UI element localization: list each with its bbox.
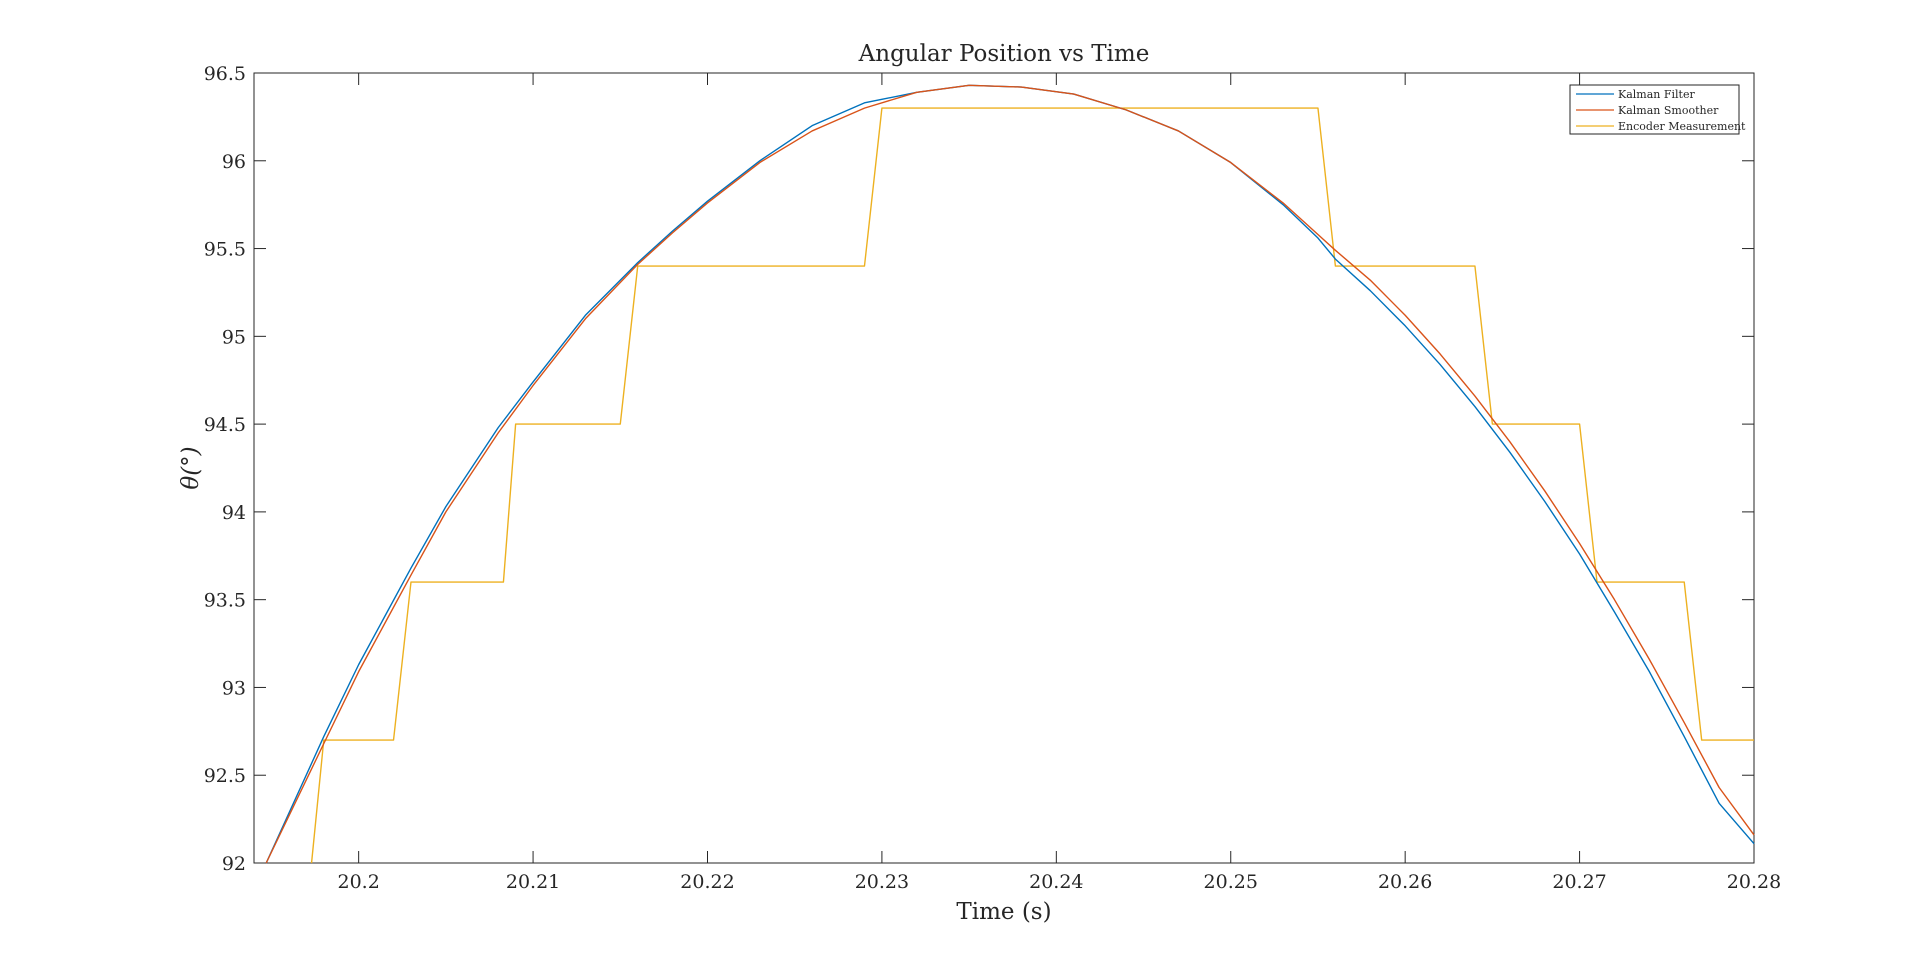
legend-label-kalman-smoother: Kalman Smoother bbox=[1618, 104, 1719, 117]
x-tick-label: 20.26 bbox=[1378, 871, 1432, 893]
y-tick-label: 94.5 bbox=[204, 414, 246, 436]
x-tick-label: 20.21 bbox=[506, 871, 560, 893]
x-tick-label: 20.24 bbox=[1029, 871, 1083, 893]
x-axis-label: Time (s) bbox=[956, 899, 1051, 925]
y-tick-label: 93 bbox=[222, 677, 246, 699]
y-tick-label: 96.5 bbox=[204, 63, 246, 85]
x-tick-label: 20.27 bbox=[1552, 871, 1606, 893]
ticks-layer: 20.2 20.21 20.22 20.23 20.24 20.25 20.26 20.27 2… bbox=[204, 63, 1782, 893]
y-tick-label: 95 bbox=[222, 326, 246, 348]
x-tick-label: 20.2 bbox=[337, 871, 379, 893]
x-tick-label: 20.22 bbox=[680, 871, 734, 893]
x-tick-label: 20.28 bbox=[1727, 871, 1781, 893]
chart-title: Angular Position vs Time bbox=[858, 41, 1150, 67]
legend-label-encoder-measurement: Encoder Measurement bbox=[1618, 120, 1746, 133]
series-line-kalman-smoother bbox=[265, 84, 1755, 864]
y-axis-label: θ(°) bbox=[178, 446, 204, 489]
legend: Kalman Filter Kalman Smoother Encoder Me… bbox=[1569, 84, 1746, 135]
axes-box bbox=[253, 72, 1755, 864]
y-tick-label: 92.5 bbox=[204, 765, 246, 787]
x-tick-label: 20.25 bbox=[1204, 871, 1258, 893]
y-tick-label: 93.5 bbox=[204, 590, 246, 612]
x-tick-label: 20.23 bbox=[855, 871, 909, 893]
y-tick-label: 96 bbox=[222, 151, 246, 173]
plot-area: 20.2 20.21 20.22 20.23 20.24 20.25 20.26 20.27 2… bbox=[204, 63, 1782, 893]
series-layer bbox=[265, 84, 1755, 864]
legend-label-kalman-filter: Kalman Filter bbox=[1618, 88, 1695, 101]
y-tick-label: 94 bbox=[222, 502, 246, 524]
y-tick-label: 92 bbox=[222, 853, 246, 875]
y-tick-label: 95.5 bbox=[204, 239, 246, 261]
